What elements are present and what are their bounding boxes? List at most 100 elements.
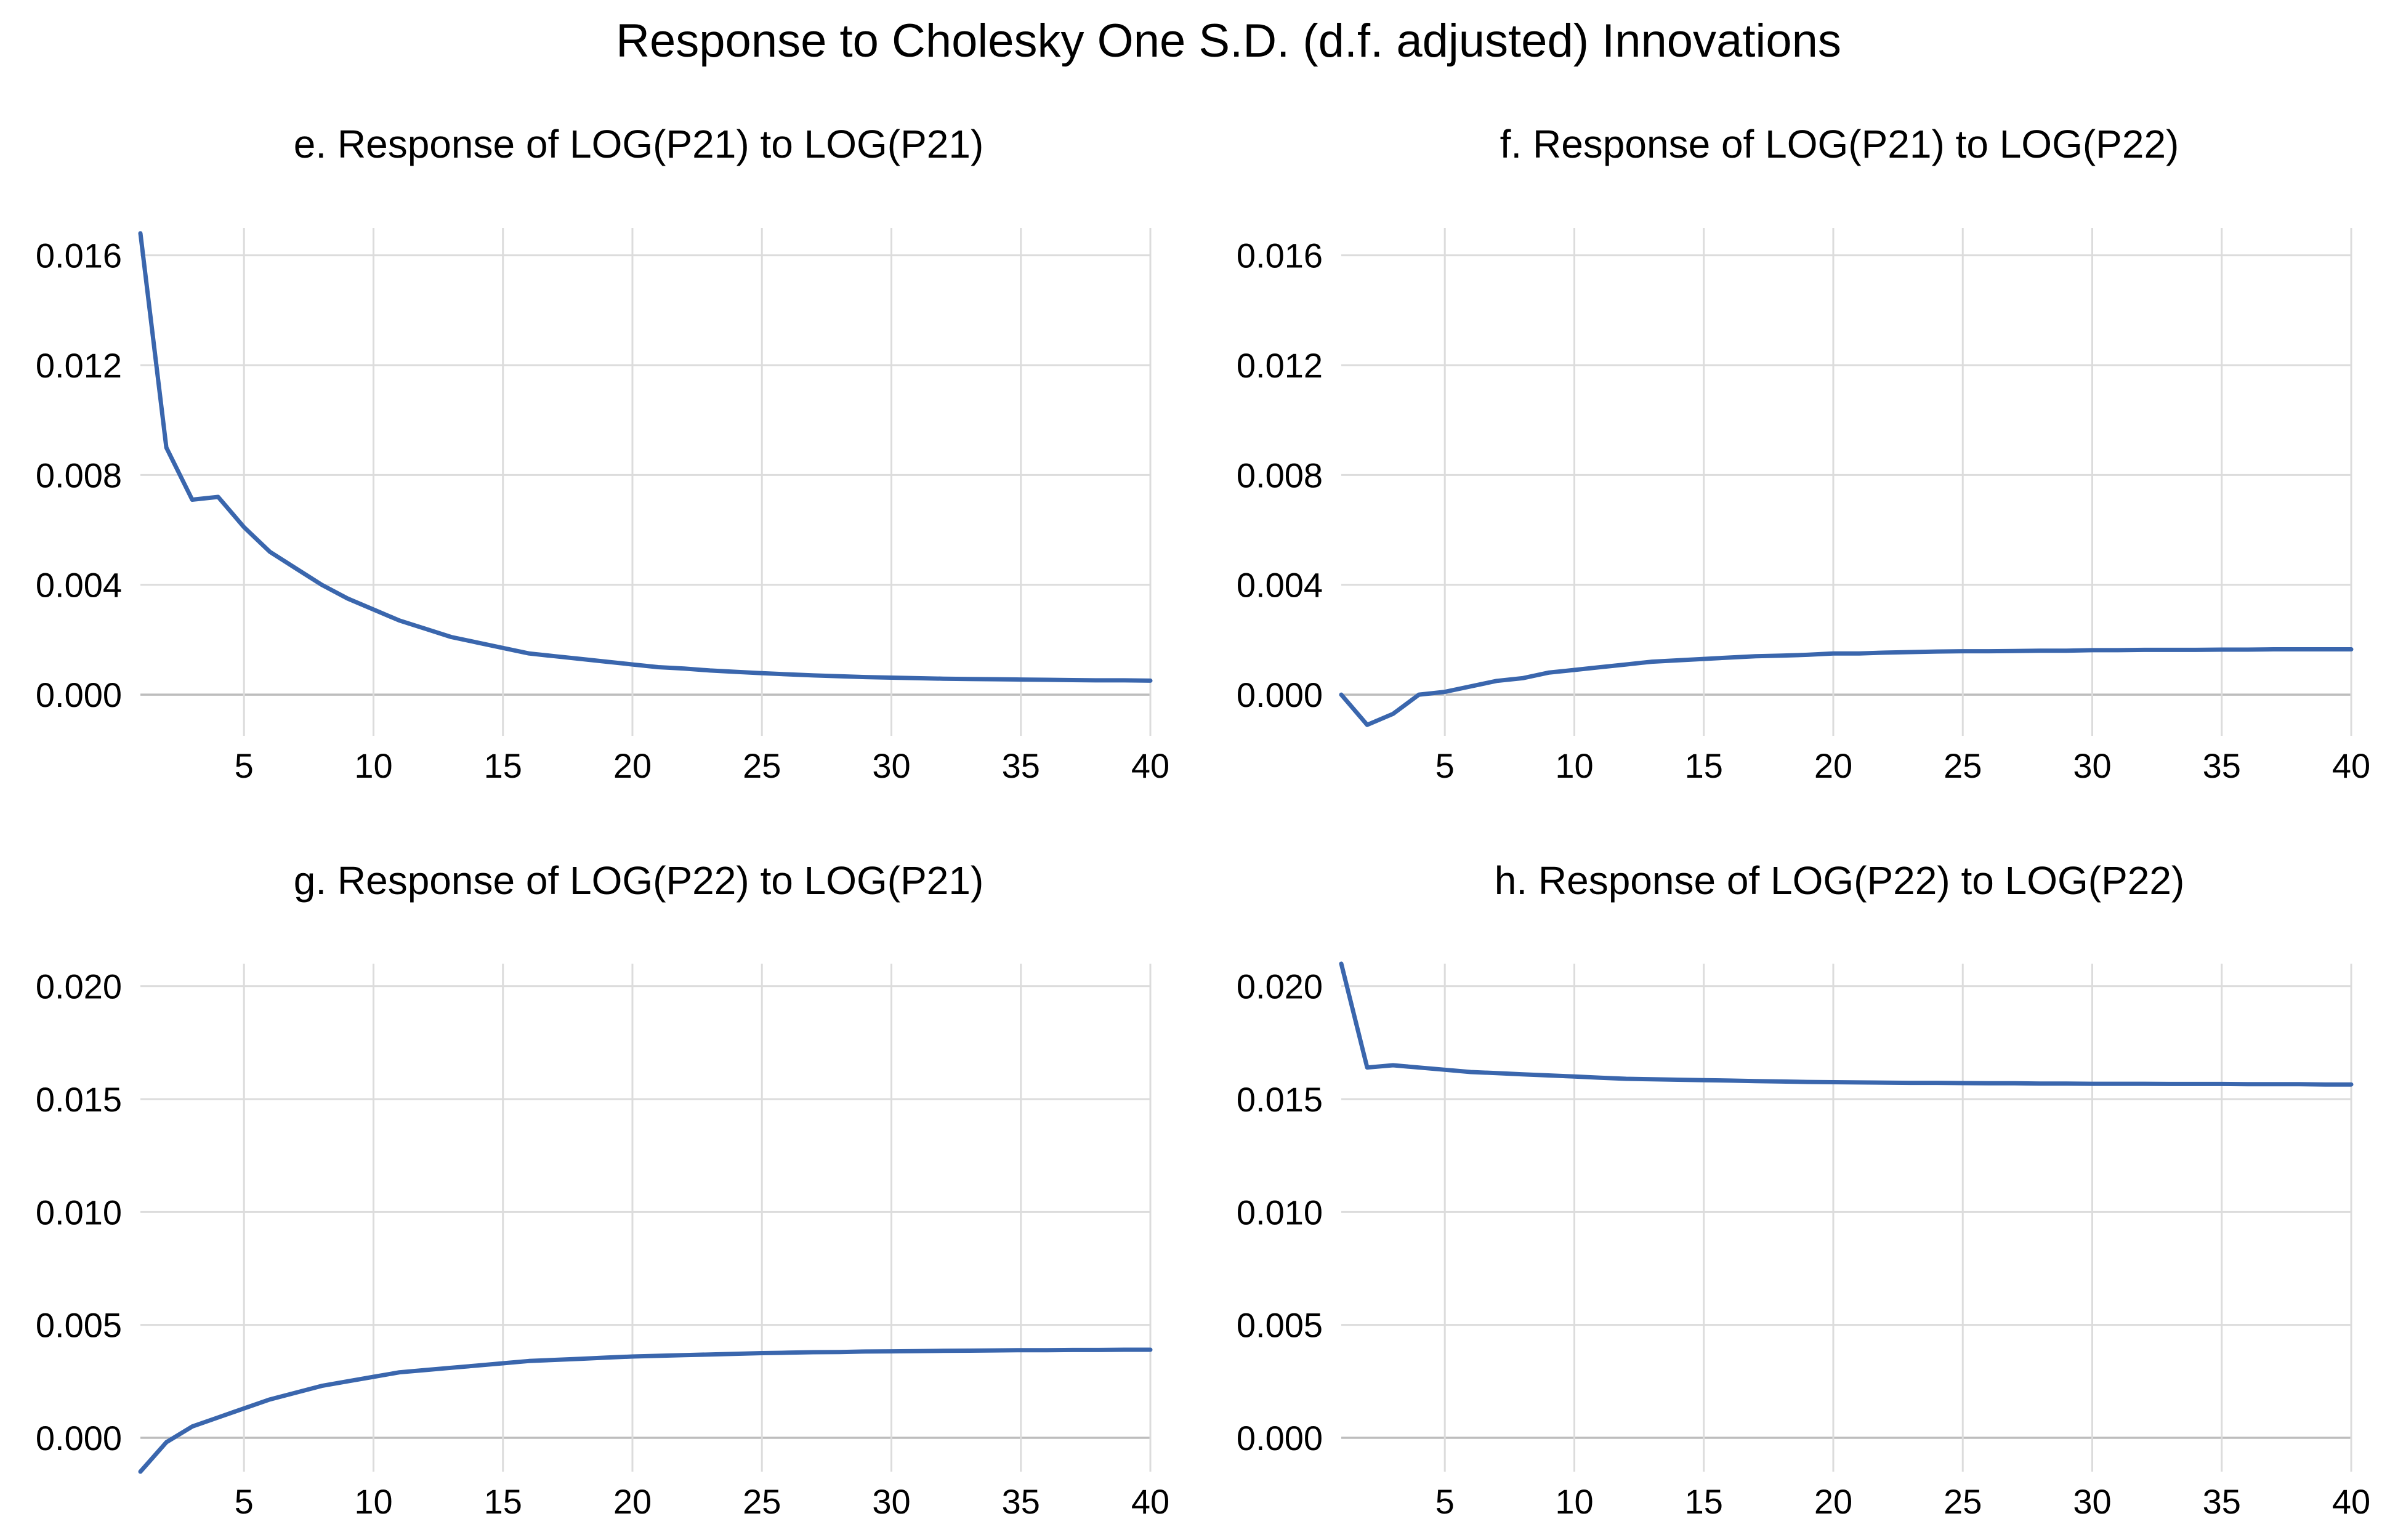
data-point: [785, 671, 791, 677]
data-point: [862, 674, 868, 680]
data-point: [914, 675, 921, 681]
data-point: [2011, 1080, 2017, 1086]
data-point: [215, 494, 221, 500]
data-point: [293, 565, 299, 571]
data-point: [2141, 1081, 2147, 1087]
data-point: [1649, 659, 1655, 665]
data-point: [2271, 647, 2277, 653]
x-tick-label: 10: [1555, 746, 1593, 785]
x-tick-label: 30: [872, 746, 910, 785]
data-point: [681, 1352, 687, 1358]
data-point: [1649, 1076, 1655, 1082]
data-point: [2322, 647, 2328, 653]
data-point: [344, 595, 350, 602]
x-tick-label: 35: [1002, 746, 1040, 785]
data-point: [1804, 651, 1811, 658]
data-point: [1856, 650, 1862, 656]
x-tick-label: 20: [1814, 1482, 1852, 1521]
data-point: [1147, 1347, 1153, 1353]
data-point: [241, 524, 247, 530]
data-point: [1882, 1079, 1888, 1086]
x-tick-label: 15: [484, 746, 522, 785]
x-tick-label: 25: [743, 746, 781, 785]
data-point: [2089, 1081, 2096, 1087]
data-point: [344, 1378, 350, 1384]
data-point: [629, 661, 636, 667]
data-point: [2037, 1081, 2043, 1087]
y-tick-label: 0.000: [36, 675, 122, 714]
data-point: [759, 1350, 765, 1357]
data-point: [889, 1349, 895, 1355]
y-tick-label: 0.020: [36, 967, 122, 1006]
x-tick-label: 15: [1685, 1482, 1723, 1521]
x-tick-label: 25: [1944, 1482, 1982, 1521]
x-tick-label: 20: [613, 746, 652, 785]
data-point: [422, 1367, 429, 1373]
data-point: [966, 1348, 972, 1354]
data-point: [836, 673, 842, 679]
data-point: [267, 1397, 273, 1403]
data-point: [1675, 1077, 1681, 1083]
figure-title: Response to Cholesky One S.D. (d.f. adju…: [616, 15, 1841, 67]
panel-f: f. Response of LOG(P21) to LOG(P22) 0.00…: [1237, 122, 2370, 785]
data-point: [1390, 1062, 1396, 1068]
panel-title: f. Response of LOG(P21) to LOG(P22): [1500, 122, 2179, 166]
data-point: [2063, 648, 2069, 654]
data-point: [759, 670, 765, 676]
data-point: [810, 1349, 817, 1355]
data-point: [1519, 1071, 1525, 1078]
data-point: [2115, 647, 2122, 653]
x-tick-label: 15: [1685, 746, 1723, 785]
data-point: [2296, 1081, 2303, 1087]
x-tick-label: 25: [743, 1482, 781, 1521]
y-tick-label: 0.012: [36, 346, 122, 385]
x-tick-label: 10: [354, 1482, 392, 1521]
y-tick-label: 0.020: [1237, 967, 1323, 1006]
data-point: [604, 659, 610, 665]
panel-title: e. Response of LOG(P21) to LOG(P21): [294, 122, 984, 166]
panel-h: h. Response of LOG(P22) to LOG(P22) 0.00…: [1237, 858, 2370, 1521]
data-point: [1493, 1070, 1500, 1076]
data-point: [578, 656, 584, 662]
data-point: [707, 667, 713, 674]
y-tick-label: 0.016: [36, 236, 122, 275]
y-tick-label: 0.004: [1237, 566, 1323, 605]
data-point: [1908, 649, 1914, 655]
data-point: [1070, 677, 1076, 683]
data-point: [552, 653, 558, 659]
data-point: [1908, 1080, 1914, 1086]
data-point: [293, 1390, 299, 1396]
data-point: [2219, 647, 2225, 653]
x-tick-label: 35: [1002, 1482, 1040, 1521]
data-point: [2167, 647, 2173, 653]
data-point: [1044, 677, 1050, 683]
x-tick-label: 5: [235, 1482, 254, 1521]
data-point: [1934, 1080, 1940, 1086]
data-point: [1519, 675, 1525, 681]
data-point: [1364, 722, 1370, 728]
y-tick-label: 0.012: [1237, 346, 1323, 385]
data-point: [1096, 1347, 1102, 1353]
data-point: [2271, 1081, 2277, 1087]
x-tick-label: 35: [2203, 1482, 2241, 1521]
data-point: [318, 1383, 325, 1389]
panel-title: h. Response of LOG(P22) to LOG(P22): [1495, 858, 2185, 903]
data-point: [526, 1358, 532, 1364]
data-point: [2167, 1081, 2173, 1087]
data-point: [1753, 653, 1759, 659]
data-point: [189, 497, 195, 503]
y-tick-label: 0.005: [36, 1306, 122, 1345]
data-point: [992, 676, 998, 682]
data-point: [552, 1357, 558, 1363]
data-point: [1390, 711, 1396, 717]
data-point: [1882, 650, 1888, 656]
data-point: [733, 1351, 739, 1357]
x-tick-label: 35: [2203, 746, 2241, 785]
data-point: [1856, 1079, 1862, 1086]
data-point: [810, 672, 817, 679]
data-point: [604, 1355, 610, 1361]
data-point: [1416, 1065, 1422, 1071]
y-tick-label: 0.010: [36, 1193, 122, 1232]
data-point: [1597, 1074, 1604, 1081]
